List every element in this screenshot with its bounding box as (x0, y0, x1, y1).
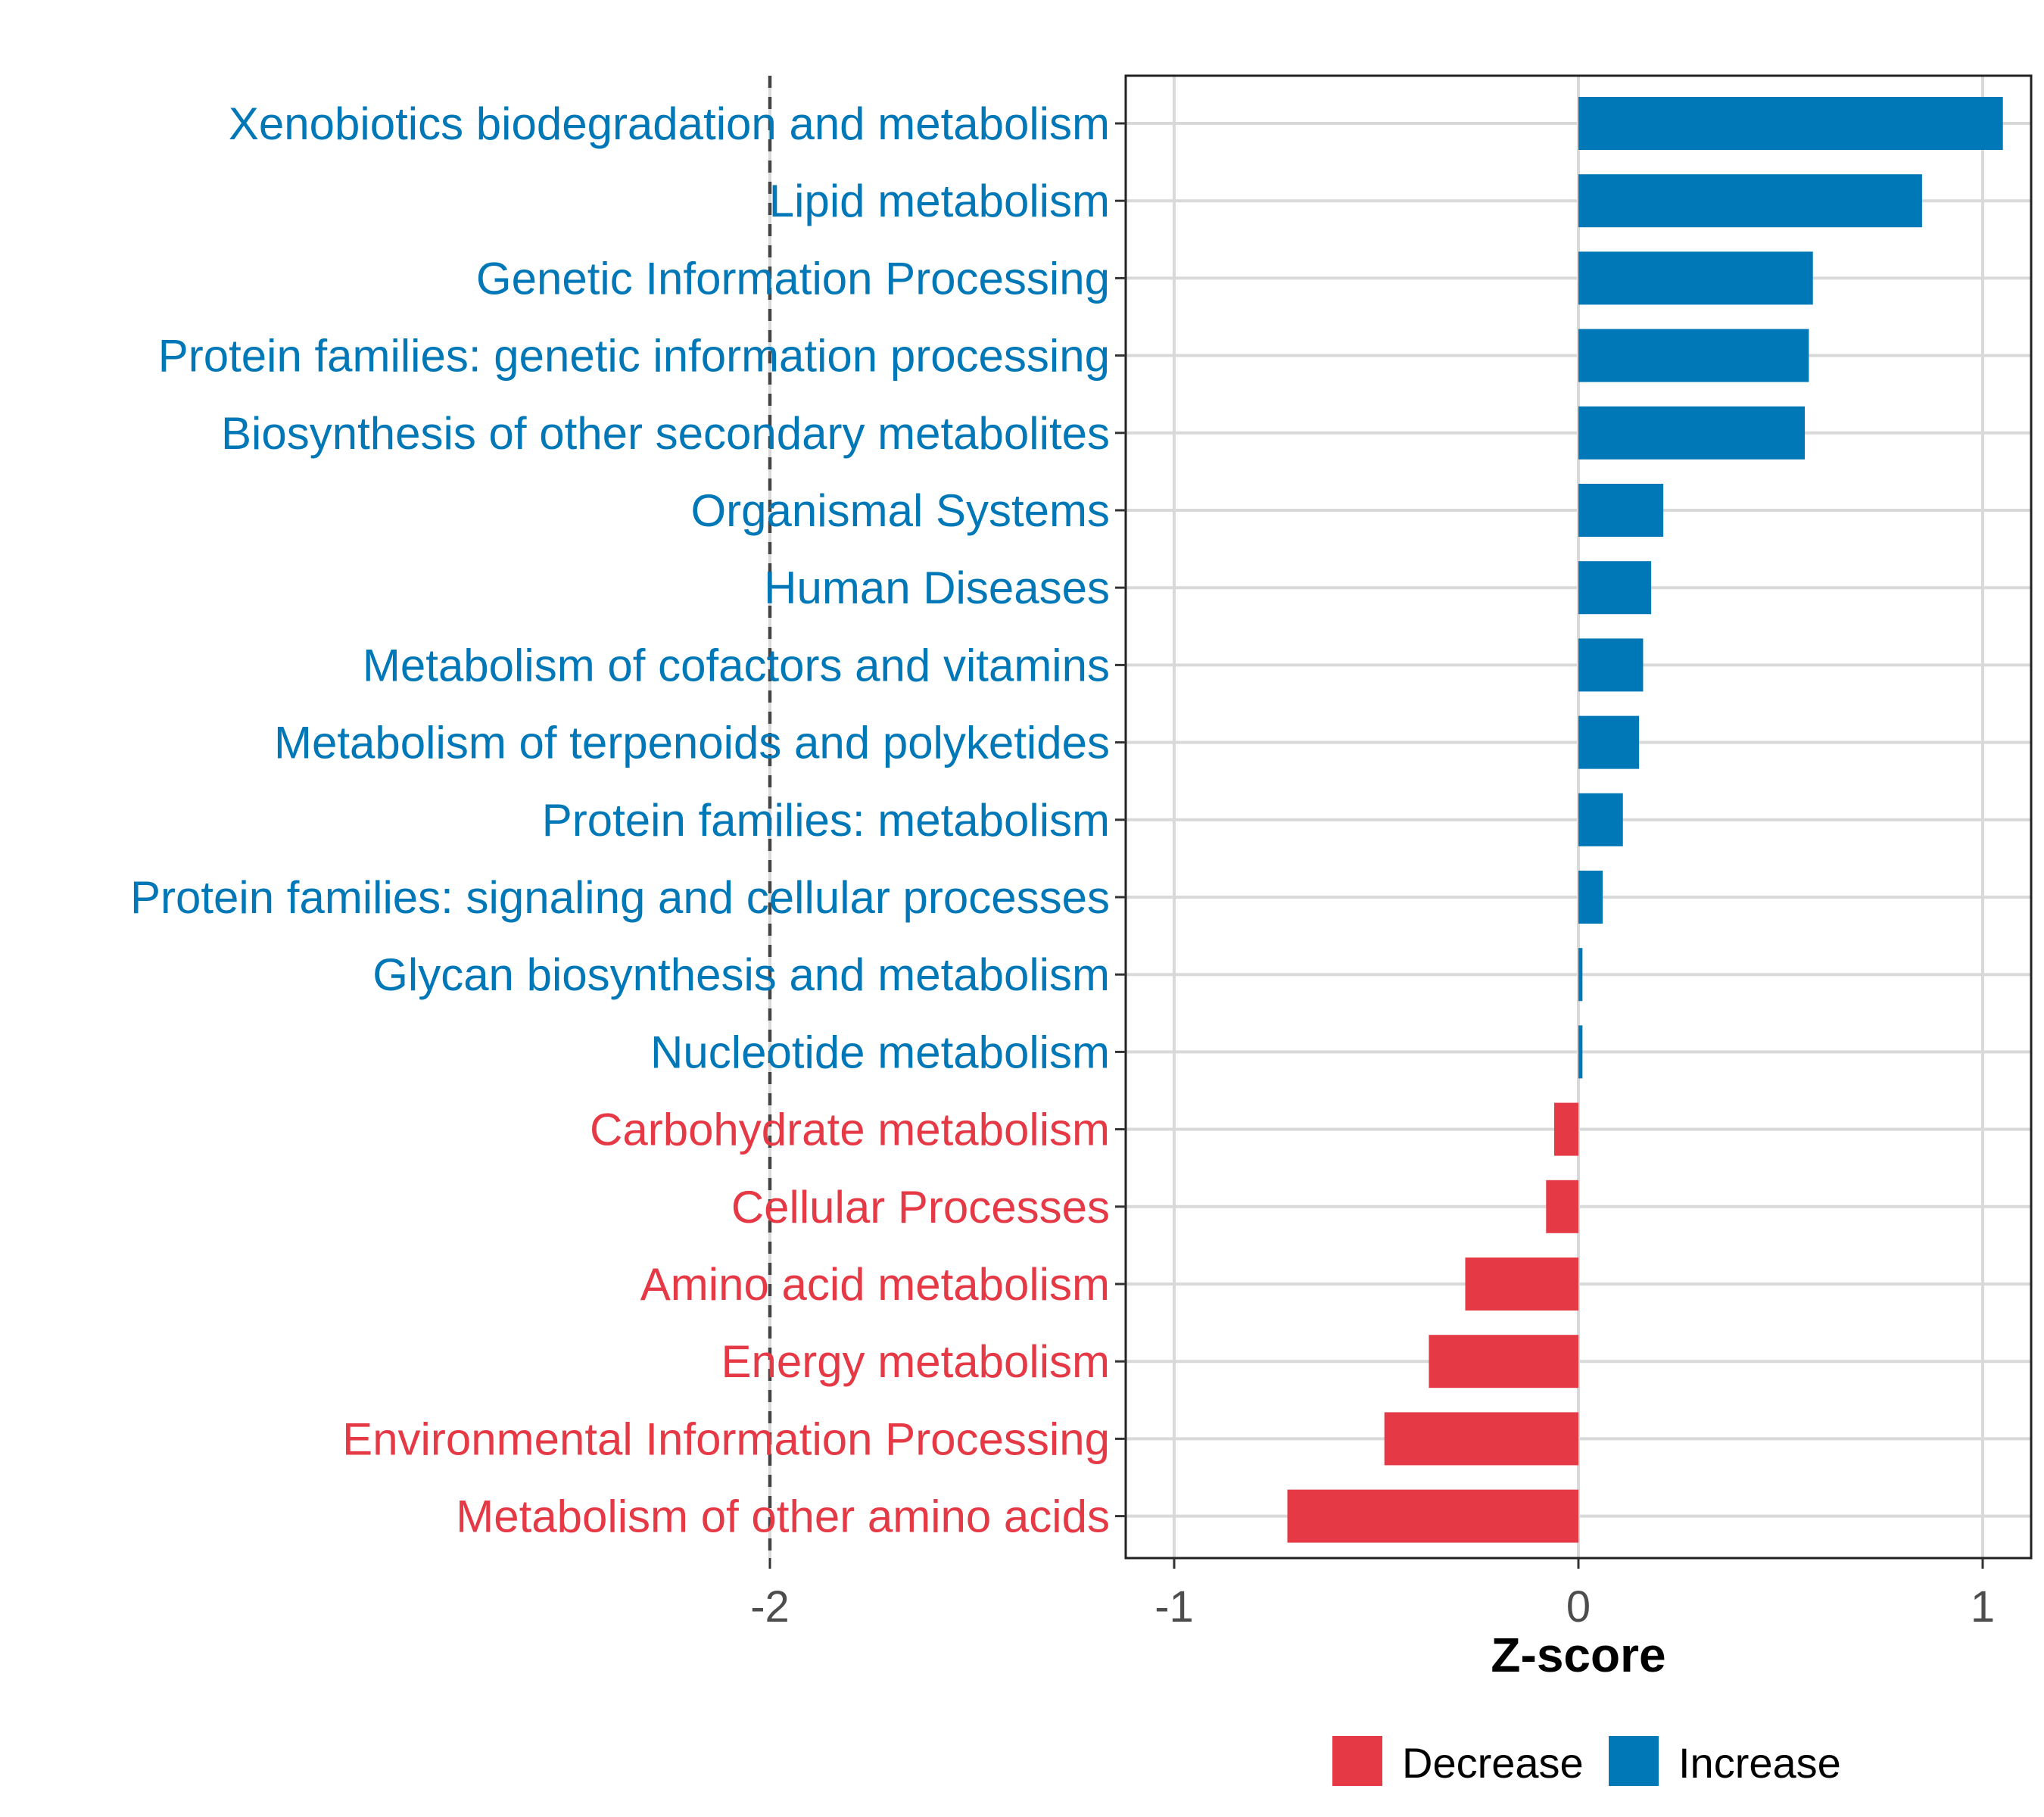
x-axis-ticks: -2-1012 (750, 1558, 1995, 1632)
category-label: Biosynthesis of other secondary metaboli… (221, 408, 1110, 459)
bar (1553, 1102, 1578, 1156)
bar (1429, 1335, 1578, 1388)
legend-label-decrease: Decrease (1402, 1739, 1584, 1787)
bar (1578, 561, 1652, 615)
category-label: Human Diseases (764, 563, 1110, 613)
bar (1578, 174, 1922, 228)
bar (1546, 1180, 1578, 1233)
category-label: Carbohydrate metabolism (590, 1105, 1110, 1155)
bar (1578, 484, 1664, 537)
bar (1578, 329, 1809, 382)
y-axis-ticks (1115, 122, 1126, 1518)
category-label: Environmental Information Processing (342, 1413, 1110, 1464)
bar (1578, 793, 1623, 846)
category-label: Lipid metabolism (769, 176, 1110, 226)
x-axis-title: Z-score (1491, 1628, 1665, 1682)
bar (1578, 251, 1813, 305)
category-label: Amino acid metabolism (640, 1259, 1110, 1310)
bar (1384, 1412, 1578, 1466)
bar (1578, 406, 1806, 460)
category-label: Protein families: metabolism (542, 795, 1110, 846)
category-label: Glycan biosynthesis and metabolism (372, 949, 1110, 1000)
x-tick-label: -1 (1154, 1582, 1194, 1632)
category-label: Metabolism of cofactors and vitamins (363, 640, 1110, 690)
legend: Decrease Increase (1332, 1736, 1841, 1787)
category-label: Protein families: signaling and cellular… (130, 872, 1110, 923)
bar (1578, 97, 2003, 150)
bar (1578, 715, 1640, 769)
bar (1578, 1025, 1583, 1079)
category-label: Nucleotide metabolism (650, 1027, 1110, 1077)
x-tick-label: 0 (1566, 1582, 1591, 1632)
category-label: Protein families: genetic information pr… (158, 331, 1110, 382)
bar (1578, 871, 1603, 924)
legend-label-increase: Increase (1678, 1739, 1841, 1787)
bar (1578, 638, 1644, 692)
legend-swatch-decrease (1332, 1736, 1382, 1786)
y-axis-category-labels: Xenobiotics biodegradation and metabolis… (130, 98, 1110, 1542)
category-label: Genetic Information Processing (476, 253, 1110, 304)
x-tick-label: -2 (750, 1582, 790, 1632)
bar (1287, 1489, 1578, 1543)
reference-lines (768, 76, 772, 1558)
bars (1287, 97, 2003, 1543)
bar (1578, 948, 1583, 1002)
category-label: Organismal Systems (691, 485, 1110, 536)
category-label: Metabolism of other amino acids (456, 1491, 1110, 1542)
bar (1465, 1258, 1578, 1311)
category-label: Metabolism of terpenoids and polyketides (274, 718, 1110, 768)
category-label: Xenobiotics biodegradation and metabolis… (229, 98, 1110, 149)
category-label: Energy metabolism (721, 1336, 1110, 1387)
x-tick-label: 1 (1971, 1582, 1995, 1632)
legend-swatch-increase (1609, 1736, 1659, 1786)
category-label: Cellular Processes (731, 1182, 1110, 1233)
